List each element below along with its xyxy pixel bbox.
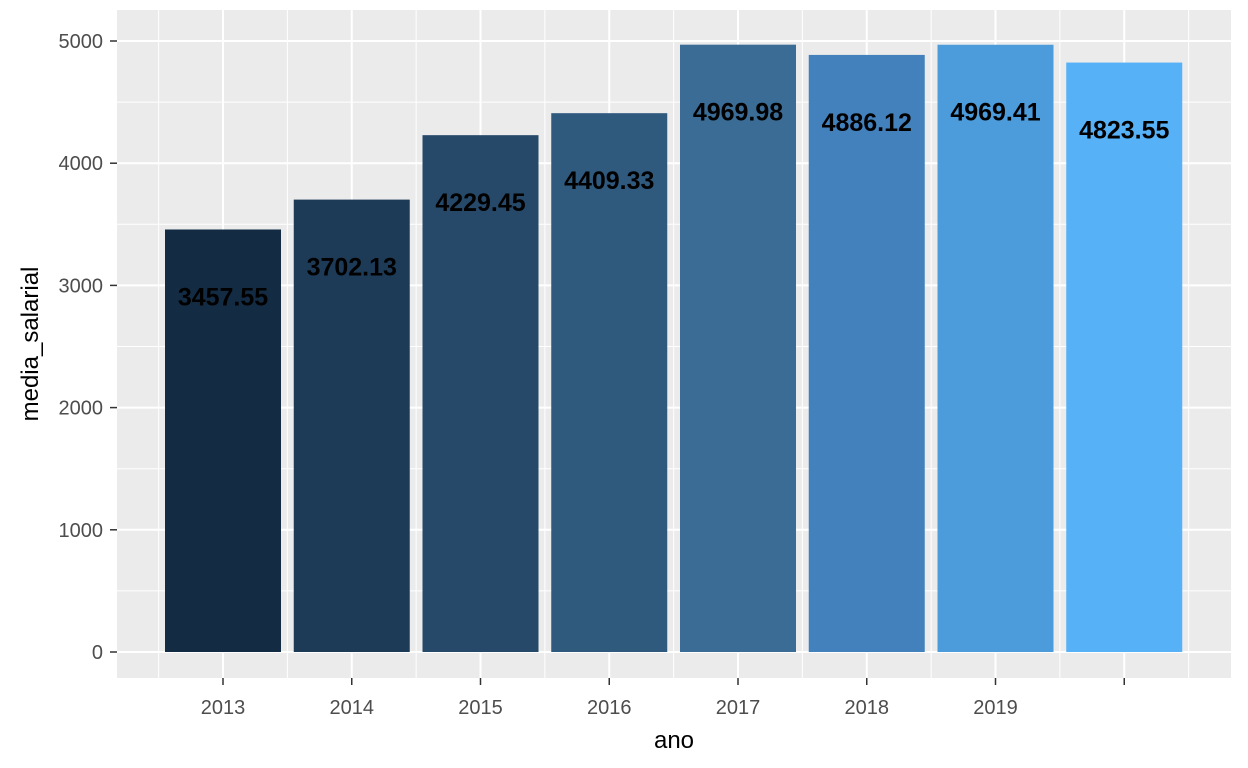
value-label: 4229.45 (435, 189, 525, 217)
value-labels: 3457.55 3702.13 4229.45 4409.33 4969.98 4886.… (178, 99, 1170, 312)
bar (422, 135, 539, 653)
value-label: 4823.55 (1079, 117, 1169, 145)
value-label: 4969.98 (693, 99, 783, 127)
x-tick-label: 2014 (330, 697, 375, 719)
y-tick-label: 5000 (59, 31, 104, 53)
bar (808, 54, 925, 652)
value-label: 4969.41 (950, 99, 1040, 127)
x-axis: 2013 2014 2015 2016 2017 2018 2019 (201, 678, 1125, 719)
bar (293, 199, 410, 652)
value-label: 3702.13 (307, 254, 397, 282)
x-tick-label: 2015 (458, 697, 503, 719)
bar (1066, 62, 1183, 652)
x-tick-label: 2017 (716, 697, 761, 719)
x-tick-label: 2018 (845, 697, 890, 719)
y-tick-label: 1000 (59, 520, 104, 542)
y-axis-title: media_salarial (17, 267, 44, 422)
y-axis: 0 1000 2000 3000 4000 5000 (59, 31, 117, 664)
y-tick-label: 3000 (59, 275, 104, 297)
x-axis-title: ano (654, 727, 694, 754)
bar (551, 113, 668, 652)
value-label: 3457.55 (178, 283, 268, 311)
y-tick-label: 4000 (59, 153, 104, 175)
y-tick-label: 2000 (59, 398, 104, 420)
x-tick-label: 2019 (973, 697, 1018, 719)
value-label: 4886.12 (822, 109, 912, 137)
bar (165, 229, 281, 652)
x-tick-label: 2016 (587, 697, 632, 719)
y-tick-label: 0 (92, 642, 103, 664)
bars (165, 44, 1183, 653)
bar (937, 44, 1054, 652)
bar (680, 44, 796, 652)
x-tick-label: 2013 (201, 697, 246, 719)
value-label: 4409.33 (564, 167, 654, 195)
